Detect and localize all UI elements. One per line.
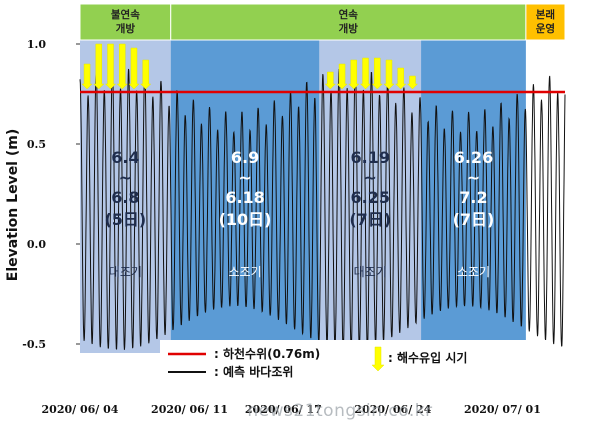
period-days-3: (7日) (453, 210, 495, 229)
xtick-label-3: 2020/ 06/ 24 (354, 403, 431, 416)
inflow-marker-6 (324, 71, 336, 90)
period-range-3: 6.26 ~7.2 (454, 148, 493, 207)
period-days-1: (10日) (219, 210, 272, 229)
legend-swatch-2 (371, 346, 385, 372)
period-days-0: (5日) (104, 210, 146, 229)
period-range-2: 6.19 ~6.25 (350, 148, 389, 207)
period-tide-2: 대조기 (354, 265, 387, 279)
period-range-0: 6.4 ~6.8 (111, 148, 139, 207)
y-axis-label: Elevation Level (m) (5, 129, 21, 281)
phase-header: 불연속 개방 연속 개방 본래 운영 (79, 3, 566, 41)
axes: 1.0 0.5 0.0 -0.5 2020/ 06/ 04 2020/ 06/ 11 202… (5, 38, 541, 416)
inflow-marker-8 (348, 59, 360, 90)
inflow-marker-0 (81, 63, 93, 90)
inflow-marker-12 (395, 67, 407, 90)
phase-label-1: 연속 개방 (339, 8, 359, 35)
inflow-marker-13 (406, 75, 419, 90)
inflow-marker-4 (128, 47, 140, 90)
phase-box-2 (525, 3, 566, 41)
ytick-label-2: 0.0 (27, 238, 46, 251)
phase-label-0: 불연속 개방 (111, 8, 140, 35)
ytick-label-0: 1.0 (27, 38, 46, 51)
inflow-marker-2 (104, 43, 117, 90)
period-tide-3: 소조기 (457, 265, 490, 279)
phase-label-2: 본래 운영 (536, 8, 555, 35)
legend-label-0: : 하천수위(0.76m) (214, 346, 320, 361)
period-range-1: 6.9 ~6.18 (225, 148, 264, 207)
ytick-label-1: 0.5 (27, 138, 46, 151)
inflow-markers (81, 43, 419, 90)
watermark: news21tongsin.co.kr (247, 401, 432, 421)
inflow-marker-11 (383, 59, 395, 90)
xtick-label-2: 2020/ 06/ 17 (245, 403, 322, 416)
period-days-2: (7日) (349, 210, 391, 229)
phase-box-0 (79, 3, 172, 41)
inflow-marker-5 (140, 59, 152, 90)
inflow-marker-1 (93, 43, 105, 90)
inflow-marker-3 (116, 43, 128, 90)
ytick-label-3: -0.5 (22, 338, 46, 351)
xtick-label-4: 2020/ 07/ 01 (464, 403, 541, 416)
xtick-label-0: 2020/ 06/ 04 (42, 403, 119, 416)
legend: : 하천수위(0.76m) : 예측 바다조위 : 해수유입 시기 (160, 340, 550, 382)
xtick-label-1: 2020/ 06/ 11 (151, 403, 228, 416)
period-tide-1: 소조기 (228, 265, 261, 279)
inflow-marker-10 (371, 57, 383, 90)
legend-label-1: : 예측 바다조위 (214, 364, 293, 379)
legend-label-2: : 해수유입 시기 (388, 350, 467, 365)
period-labels: 6.4 ~6.8 (5日) 대조기 6.9 ~6.18 (10日) 소조기 6.19 ~6.25 (… (104, 148, 494, 279)
legend-box (160, 340, 550, 382)
inflow-marker-7 (336, 63, 348, 90)
tide-line (79, 68, 566, 350)
period-tide-0: 대조기 (109, 265, 142, 279)
inflow-marker-9 (359, 57, 372, 90)
tide-series (79, 68, 566, 350)
